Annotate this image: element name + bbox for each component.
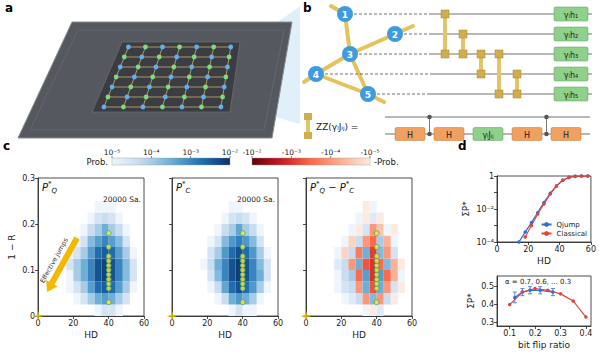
svg-text:bit flip ratio: bit flip ratio <box>518 340 571 350</box>
svg-text:-10⁻²: -10⁻² <box>242 148 261 157</box>
svg-text:Q: Q <box>319 186 325 195</box>
svg-text:0.2: 0.2 <box>22 220 35 229</box>
svg-text:1 − R: 1 − R <box>7 234 17 259</box>
svg-text:40: 40 <box>555 245 565 254</box>
svg-text:ΣP*: ΣP* <box>461 201 471 217</box>
svg-text:α = 0.7, 0.6, ... 0.3: α = 0.7, 0.6, ... 0.3 <box>505 278 571 286</box>
svg-text:H: H <box>446 131 452 140</box>
svg-text:-10⁻⁴: -10⁻⁴ <box>321 148 340 157</box>
svg-text:10⁻⁴: 10⁻⁴ <box>143 148 160 157</box>
svg-text:d: d <box>458 139 467 153</box>
svg-text:Qjump: Qjump <box>557 221 581 229</box>
svg-text:0.4: 0.4 <box>481 300 494 309</box>
svg-text:-Prob.: -Prob. <box>374 157 399 167</box>
svg-text:γₗh₃: γₗh₃ <box>564 51 578 60</box>
html-text:P*: P* <box>310 179 320 193</box>
svg-text:60: 60 <box>273 319 283 328</box>
svg-text:0: 0 <box>303 318 309 328</box>
svg-text:γₗh₄: γₗh₄ <box>564 71 578 80</box>
svg-text:20000 Sa.: 20000 Sa. <box>237 195 275 204</box>
svg-text:10⁻⁵: 10⁻⁵ <box>104 148 121 157</box>
svg-text:HD: HD <box>352 330 366 340</box>
svg-text:ZZ(γₗJᵢⱼ) =: ZZ(γₗJᵢⱼ) = <box>316 122 358 132</box>
svg-text:0.1: 0.1 <box>22 266 35 275</box>
svg-text:20000 Sa.: 20000 Sa. <box>103 195 141 204</box>
svg-text:γₗh₅: γₗh₅ <box>564 91 578 100</box>
html-text:P*: P* <box>339 179 350 193</box>
svg-text:0.3: 0.3 <box>554 329 567 338</box>
svg-text:-10⁻³: -10⁻³ <box>282 148 301 157</box>
svg-text:4: 4 <box>313 70 319 80</box>
svg-text:20: 20 <box>523 245 533 254</box>
svg-text:20: 20 <box>202 319 212 328</box>
html-text:P*: P* <box>42 179 52 193</box>
svg-text:-10⁻⁵: -10⁻⁵ <box>360 148 379 157</box>
svg-text:C: C <box>186 187 191 195</box>
svg-text:HD: HD <box>84 330 98 340</box>
svg-text:0.3: 0.3 <box>22 174 35 183</box>
svg-text:10⁻³: 10⁻³ <box>182 148 199 157</box>
svg-text:0: 0 <box>169 318 175 328</box>
svg-text:0: 0 <box>35 318 41 328</box>
svg-text:1: 1 <box>342 10 348 20</box>
svg-text:0.2: 0.2 <box>529 329 542 338</box>
svg-text:60: 60 <box>586 245 596 254</box>
svg-text:5: 5 <box>365 90 371 100</box>
svg-text:0: 0 <box>494 245 499 254</box>
svg-text:10⁻⁴: 10⁻⁴ <box>476 238 494 247</box>
svg-text:40: 40 <box>238 319 248 328</box>
svg-text:20: 20 <box>336 319 346 328</box>
svg-text:1: 1 <box>489 172 494 181</box>
svg-text:0.5: 0.5 <box>481 282 494 291</box>
svg-text:Classical: Classical <box>557 230 587 238</box>
svg-text:40: 40 <box>372 319 382 328</box>
svg-text:γₗJᵢⱼ: γₗJᵢⱼ <box>482 131 493 140</box>
svg-text:10⁻²: 10⁻² <box>222 148 239 157</box>
svg-text:C: C <box>349 187 354 195</box>
svg-text:H: H <box>407 131 413 140</box>
svg-text:ΣP*: ΣP* <box>466 293 476 309</box>
svg-text:H: H <box>524 131 530 140</box>
svg-text:c: c <box>3 139 10 153</box>
svg-text:20: 20 <box>68 319 78 328</box>
svg-text:Q: Q <box>52 187 58 195</box>
svg-text:0.3: 0.3 <box>481 318 494 327</box>
svg-text:40: 40 <box>104 319 114 328</box>
svg-text:Effective jumps: Effective jumps <box>38 236 70 284</box>
svg-text:10⁻²: 10⁻² <box>476 205 494 214</box>
svg-text:−: − <box>325 182 340 193</box>
svg-text:0.1: 0.1 <box>503 329 516 338</box>
svg-text:60: 60 <box>407 319 417 328</box>
svg-text:0.4: 0.4 <box>580 329 593 338</box>
svg-text:HD: HD <box>218 330 232 340</box>
svg-text:H: H <box>563 131 569 140</box>
svg-text:2: 2 <box>392 30 398 40</box>
svg-text:3: 3 <box>347 50 353 60</box>
svg-text:b: b <box>303 1 312 15</box>
svg-text:a: a <box>5 1 13 15</box>
html-text:P*: P* <box>176 179 186 193</box>
svg-text:γₗh₁: γₗh₁ <box>564 11 578 20</box>
svg-text:γₗh₂: γₗh₂ <box>564 31 578 40</box>
svg-text:Prob.: Prob. <box>86 157 108 167</box>
svg-text:60: 60 <box>139 319 149 328</box>
svg-text:0: 0 <box>29 311 35 321</box>
svg-text:HD: HD <box>537 256 551 266</box>
